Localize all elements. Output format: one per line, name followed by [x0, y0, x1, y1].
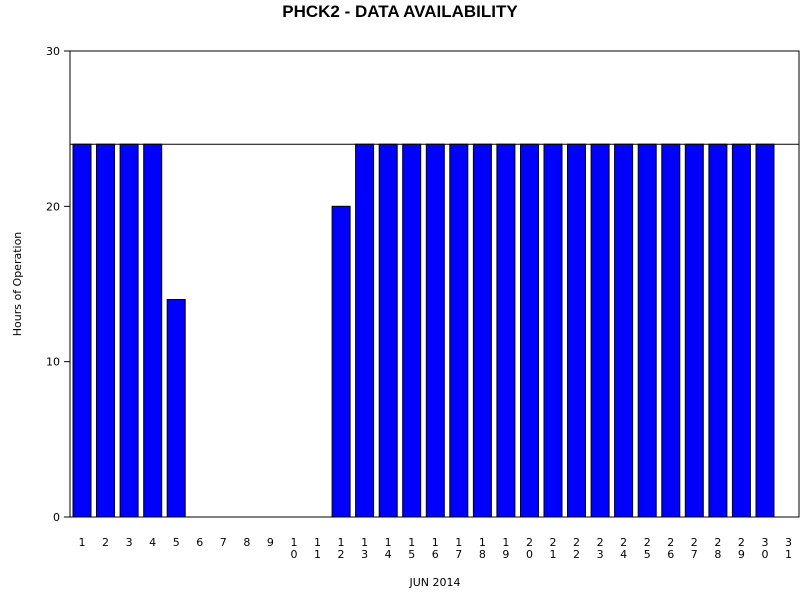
x-tick-label: 4: [149, 536, 156, 549]
y-tick-label: 20: [46, 200, 60, 213]
x-axis-label: JUN 2014: [408, 576, 460, 589]
bar-day-23: [590, 143, 610, 518]
y-tick-label: 0: [53, 511, 60, 524]
bar-day-13: [355, 143, 375, 518]
y-axis: 0 10 20 30: [46, 45, 70, 524]
bar-day-24: [614, 143, 634, 518]
bar-day-21: [543, 143, 563, 518]
bar-day-5: [166, 299, 186, 518]
bar-day-14: [378, 143, 398, 518]
bar-day-3: [119, 143, 139, 518]
bar-day-12: [331, 205, 351, 518]
bar-day-4: [143, 143, 163, 518]
x-tick-label: 3: [126, 536, 133, 549]
bar-day-18: [472, 143, 492, 518]
bar-day-29: [731, 143, 751, 518]
x-tick-label: 5: [173, 536, 180, 549]
bar-day-17: [449, 143, 469, 518]
bar-day-27: [684, 143, 704, 518]
bar-day-22: [567, 143, 586, 518]
bar-day-2: [96, 143, 115, 518]
x-tick-label: 7: [220, 536, 227, 549]
bar-day-20: [520, 143, 539, 518]
x-tick-label: 9: [267, 536, 274, 549]
bar-day-1: [72, 143, 92, 518]
bar-day-15: [402, 143, 422, 518]
bar-day-26: [661, 143, 681, 518]
y-tick-label: 30: [46, 45, 60, 58]
y-tick-label: 10: [46, 356, 60, 369]
x-tick-label: 6: [196, 536, 203, 549]
x-tick-label: 8: [243, 536, 250, 549]
bar-day-16: [425, 143, 445, 518]
bar-day-30: [755, 143, 775, 518]
y-axis-label: Hours of Operation: [11, 232, 24, 337]
chart-title: PHCK2 - DATA AVAILABILITY: [282, 2, 518, 21]
x-tick-label: 1: [79, 536, 86, 549]
x-axis: 1 2 3 4 5 6 7 8 9 1 01 11 21 31 41 51 61 71 81 92 02 12 22 32 42…: [79, 536, 793, 561]
x-tick-label: 2: [102, 536, 109, 549]
bar-day-19: [496, 143, 516, 518]
bar-day-28: [708, 143, 728, 518]
bar-day-25: [637, 143, 657, 518]
bar-group: [72, 143, 775, 518]
